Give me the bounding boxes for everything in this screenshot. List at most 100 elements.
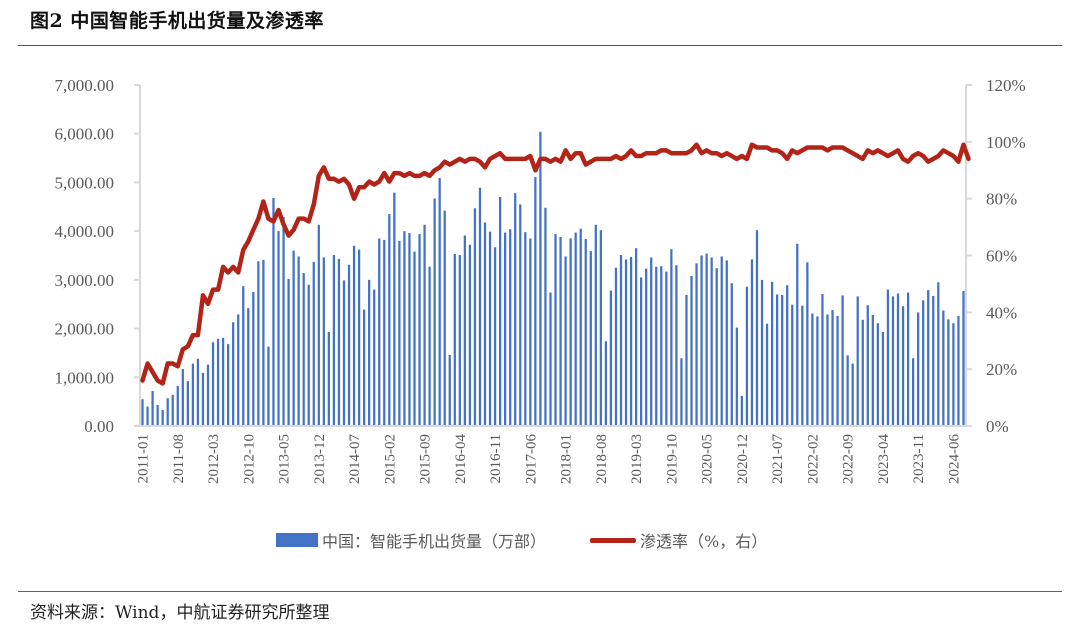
shipment-bar <box>524 232 527 426</box>
x-tick-label: 2016-11 <box>488 434 504 483</box>
shipment-bar <box>937 282 940 426</box>
shipment-bar <box>166 398 169 426</box>
shipment-bar <box>201 372 205 426</box>
shipment-bar <box>947 319 950 426</box>
shipment-bar <box>760 279 764 426</box>
shipment-bar <box>463 235 466 426</box>
x-tick-label: 2011-08 <box>171 434 187 483</box>
shipment-bar <box>418 234 421 426</box>
x-tick-label: 2019-10 <box>664 434 680 484</box>
chart-legend: 中国：智能手机出货量（万部） 渗透率（%，右） <box>276 528 811 552</box>
shipment-bar <box>433 198 436 426</box>
shipment-bar <box>448 354 451 426</box>
shipment-bar <box>287 278 290 426</box>
shipment-bar <box>539 131 542 426</box>
shipment-bar <box>634 248 638 426</box>
shipment-bar <box>695 263 698 426</box>
shipment-bar <box>267 346 270 426</box>
shipment-bar <box>176 386 179 426</box>
shipment-bar <box>750 259 754 426</box>
shipment-bar <box>383 239 386 426</box>
shipment-bar <box>796 243 799 426</box>
shipment-bar <box>327 331 331 426</box>
left-tick-label: 4,000.00 <box>55 222 115 241</box>
shipment-bar <box>242 286 245 426</box>
shipment-bar <box>584 238 587 426</box>
shipment-bar <box>896 293 900 426</box>
left-y-axis: 0.00 1,000.00 2,000.00 3,000.00 4,000.00 5,00… <box>55 76 141 436</box>
shipment-bar <box>151 390 154 426</box>
x-tick-label: 2020-12 <box>735 434 751 484</box>
x-tick-label: 2023-04 <box>876 434 892 484</box>
shipment-bar <box>755 230 759 426</box>
shipment-bar <box>725 260 728 426</box>
shipment-bar <box>700 255 703 426</box>
shipment-bar <box>917 312 920 426</box>
right-tick-label: 40% <box>986 303 1017 322</box>
shipment-bar <box>458 255 461 426</box>
source-note: 资料来源：Wind，中航证券研究所整理 <box>30 603 330 623</box>
shipment-bar <box>624 259 628 426</box>
shipment-bar <box>393 192 396 426</box>
shipment-bar <box>715 268 718 426</box>
shipment-bar <box>957 315 960 426</box>
shipment-bar <box>468 244 472 426</box>
shipment-bar <box>277 231 280 426</box>
shipment-bar <box>262 259 265 426</box>
shipment-bar <box>932 295 935 426</box>
x-tick-label: 2013-12 <box>312 434 328 484</box>
shipment-bar <box>922 300 925 426</box>
shipment-bar <box>347 264 351 426</box>
shipment-bar <box>801 305 804 426</box>
x-tick-label: 2022-09 <box>841 434 857 484</box>
shipment-bar <box>257 261 260 426</box>
shipment-bar <box>352 245 356 426</box>
shipment-bar <box>357 249 361 426</box>
shipment-bar <box>403 231 406 426</box>
shipment-bar <box>206 364 210 426</box>
shipment-bar <box>171 394 174 426</box>
x-tick-label: 2014-07 <box>347 434 363 484</box>
shipment-bar <box>911 358 915 426</box>
shipment-bar <box>655 266 658 426</box>
shipment-bar <box>876 323 879 426</box>
shipment-bar <box>816 316 819 426</box>
x-tick-label: 2022-02 <box>805 434 821 484</box>
shipment-bar <box>604 341 608 426</box>
shipment-bar <box>221 337 225 426</box>
shipment-bar <box>312 261 315 426</box>
shipment-bar <box>428 266 431 426</box>
x-tick-label: 2018-01 <box>559 434 575 484</box>
shipment-bar <box>302 273 305 426</box>
shipment-bar <box>141 399 144 426</box>
shipment-bar <box>735 327 738 426</box>
combo-chart: 0.00 1,000.00 2,000.00 3,000.00 4,000.00 5,00… <box>55 76 1026 484</box>
shipment-bar <box>891 296 895 426</box>
left-tick-label: 0.00 <box>84 417 114 436</box>
left-tick-label: 1,000.00 <box>55 368 115 387</box>
shipment-bar <box>710 257 713 426</box>
shipment-bar <box>247 308 250 426</box>
shipment-bar <box>544 207 547 426</box>
shipment-bar <box>554 234 557 426</box>
shipment-bar <box>685 294 688 426</box>
shipment-bar <box>775 294 779 426</box>
shipment-bar <box>781 294 784 426</box>
x-tick-label: 2011-01 <box>136 434 152 483</box>
shipment-bar <box>478 187 482 426</box>
shipment-bar <box>509 229 512 426</box>
shipment-bar <box>901 306 905 426</box>
shipment-bar <box>337 258 341 426</box>
shipment-bar <box>962 291 965 426</box>
shipment-bars <box>141 131 965 426</box>
shipment-bar <box>181 369 184 426</box>
shipment-bar <box>272 198 275 426</box>
left-tick-label: 7,000.00 <box>55 76 115 95</box>
shipment-bar <box>821 293 824 426</box>
shipment-bar <box>191 363 195 426</box>
shipment-bar <box>836 315 839 426</box>
shipment-bar <box>770 281 774 426</box>
x-tick-label: 2023-11 <box>911 434 927 483</box>
right-tick-label: 80% <box>986 190 1017 209</box>
shipment-bar <box>906 292 910 426</box>
